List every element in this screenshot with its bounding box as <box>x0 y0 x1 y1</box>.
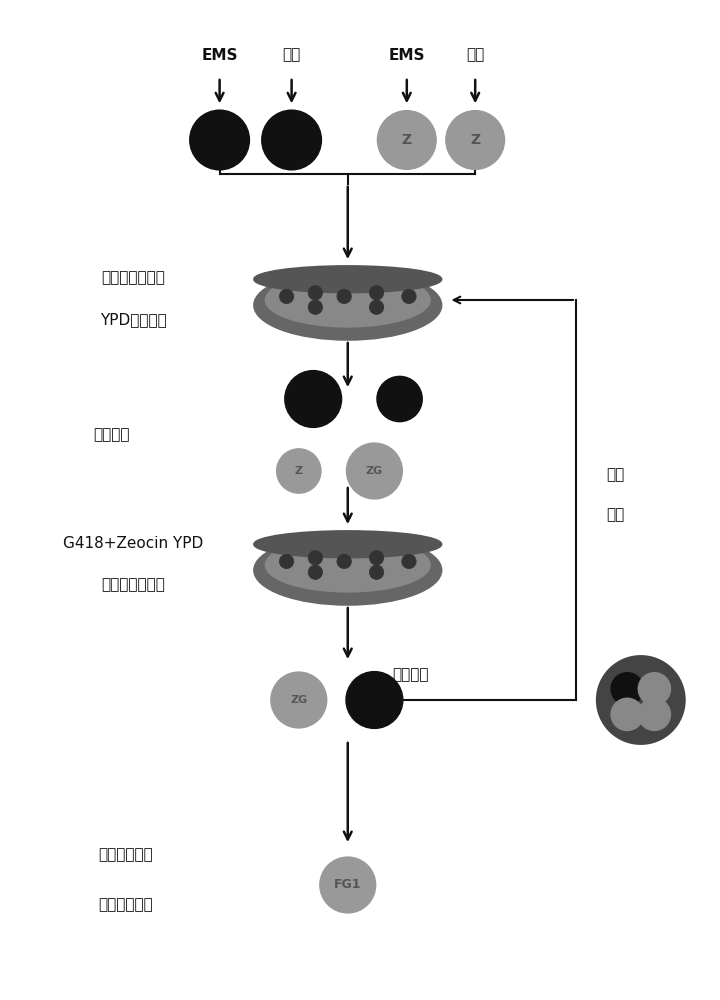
Text: Z: Z <box>402 133 412 147</box>
Ellipse shape <box>320 858 375 912</box>
Text: 经过两轮重排: 经过两轮重排 <box>99 847 153 862</box>
Text: 破壁: 破壁 <box>606 468 625 483</box>
Text: YPD平板筛选: YPD平板筛选 <box>100 313 166 328</box>
Ellipse shape <box>611 673 643 705</box>
Text: 高浓度乙醇胁迫: 高浓度乙醇胁迫 <box>102 270 165 286</box>
Ellipse shape <box>369 551 384 565</box>
Text: 杂交重排: 杂交重排 <box>94 428 130 442</box>
Ellipse shape <box>347 444 402 498</box>
Text: GZ: GZ <box>305 394 322 404</box>
Ellipse shape <box>254 271 441 340</box>
Ellipse shape <box>598 657 684 743</box>
Ellipse shape <box>369 300 384 314</box>
Text: Z: Z <box>470 133 480 147</box>
Ellipse shape <box>382 382 417 416</box>
Text: EMS: EMS <box>202 47 238 62</box>
Ellipse shape <box>308 551 323 565</box>
Ellipse shape <box>277 449 320 493</box>
Ellipse shape <box>266 538 430 592</box>
Text: 平板筛选重排子: 平板筛选重排子 <box>102 578 165 592</box>
Ellipse shape <box>292 377 335 421</box>
Ellipse shape <box>286 372 341 426</box>
Text: GZ: GZ <box>366 695 383 705</box>
Ellipse shape <box>347 673 402 727</box>
Text: 紫外: 紫外 <box>282 47 301 62</box>
Ellipse shape <box>446 111 504 169</box>
Ellipse shape <box>308 286 323 300</box>
Ellipse shape <box>254 536 441 605</box>
Text: G: G <box>286 133 297 147</box>
Ellipse shape <box>337 554 351 569</box>
Ellipse shape <box>308 565 323 579</box>
Ellipse shape <box>402 554 416 569</box>
Ellipse shape <box>266 273 430 327</box>
Text: G: G <box>214 133 225 147</box>
Text: G418+Zeocin YPD: G418+Zeocin YPD <box>63 536 203 550</box>
Text: EMS: EMS <box>389 47 425 62</box>
Text: ZG: ZG <box>366 466 383 476</box>
Ellipse shape <box>378 377 421 421</box>
Ellipse shape <box>639 698 670 730</box>
Ellipse shape <box>378 111 436 169</box>
Ellipse shape <box>263 111 320 169</box>
Text: 诱导产抱: 诱导产抱 <box>392 668 428 682</box>
Text: FG1: FG1 <box>334 879 361 892</box>
Text: 紫外: 紫外 <box>466 47 485 62</box>
Ellipse shape <box>353 678 396 722</box>
Ellipse shape <box>369 565 384 579</box>
Ellipse shape <box>271 673 326 727</box>
Ellipse shape <box>279 554 294 569</box>
Text: 获得优良菌株: 获得优良菌株 <box>99 898 153 912</box>
Ellipse shape <box>402 289 416 304</box>
Ellipse shape <box>639 673 670 705</box>
Text: 分离: 分离 <box>606 508 625 522</box>
Ellipse shape <box>279 289 294 304</box>
Ellipse shape <box>369 286 384 300</box>
Ellipse shape <box>191 111 248 169</box>
Ellipse shape <box>308 300 323 314</box>
Ellipse shape <box>337 289 351 304</box>
Text: G: G <box>395 394 404 404</box>
Ellipse shape <box>254 531 441 557</box>
Ellipse shape <box>269 117 315 163</box>
Text: ZG: ZG <box>290 695 307 705</box>
Ellipse shape <box>611 698 643 730</box>
Ellipse shape <box>254 266 441 292</box>
Ellipse shape <box>197 117 243 163</box>
Text: Z: Z <box>294 466 303 476</box>
